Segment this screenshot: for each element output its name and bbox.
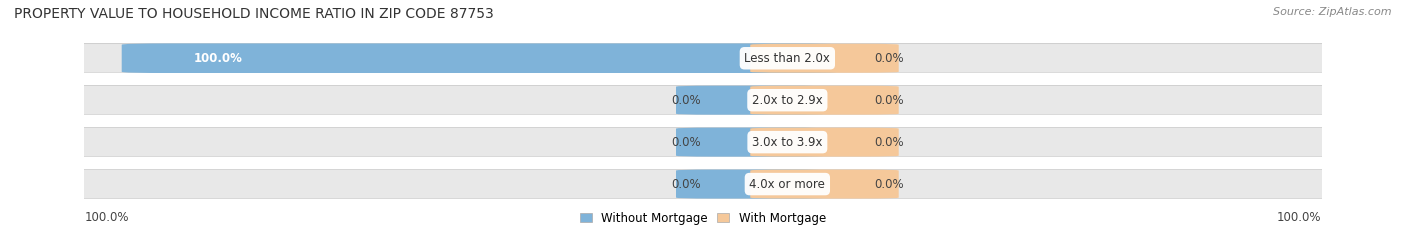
Text: 0.0%: 0.0% <box>875 178 904 191</box>
Text: 0.0%: 0.0% <box>875 52 904 65</box>
Text: 0.0%: 0.0% <box>671 178 700 191</box>
FancyBboxPatch shape <box>751 44 898 73</box>
Text: 4.0x or more: 4.0x or more <box>749 178 825 191</box>
FancyBboxPatch shape <box>751 86 898 115</box>
FancyBboxPatch shape <box>751 170 898 199</box>
Text: 100.0%: 100.0% <box>1277 211 1322 224</box>
FancyBboxPatch shape <box>38 127 1368 157</box>
Text: 0.0%: 0.0% <box>671 94 700 107</box>
FancyBboxPatch shape <box>676 170 824 199</box>
Text: Less than 2.0x: Less than 2.0x <box>744 52 831 65</box>
Text: 0.0%: 0.0% <box>875 94 904 107</box>
FancyBboxPatch shape <box>676 128 824 157</box>
FancyBboxPatch shape <box>122 43 837 73</box>
Text: 3.0x to 3.9x: 3.0x to 3.9x <box>752 136 823 149</box>
Legend: Without Mortgage, With Mortgage: Without Mortgage, With Mortgage <box>578 209 828 227</box>
Text: Source: ZipAtlas.com: Source: ZipAtlas.com <box>1274 7 1392 17</box>
FancyBboxPatch shape <box>38 43 1368 73</box>
FancyBboxPatch shape <box>38 85 1368 115</box>
FancyBboxPatch shape <box>676 86 824 115</box>
FancyBboxPatch shape <box>38 169 1368 199</box>
Text: PROPERTY VALUE TO HOUSEHOLD INCOME RATIO IN ZIP CODE 87753: PROPERTY VALUE TO HOUSEHOLD INCOME RATIO… <box>14 7 494 21</box>
Text: 0.0%: 0.0% <box>671 136 700 149</box>
Text: 2.0x to 2.9x: 2.0x to 2.9x <box>752 94 823 107</box>
Text: 0.0%: 0.0% <box>875 136 904 149</box>
Text: 100.0%: 100.0% <box>84 211 129 224</box>
FancyBboxPatch shape <box>751 128 898 157</box>
Text: 100.0%: 100.0% <box>194 52 242 65</box>
